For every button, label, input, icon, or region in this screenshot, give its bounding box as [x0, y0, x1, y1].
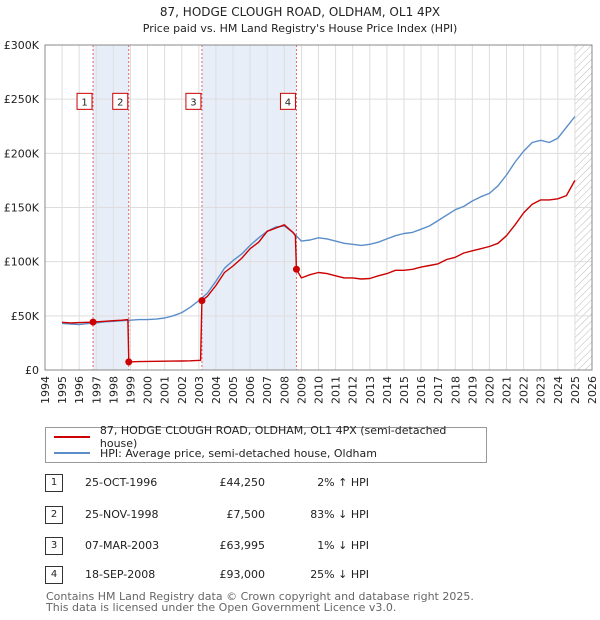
x-tick-label: 2001: [159, 376, 172, 404]
sale-number-badge: 3: [45, 537, 63, 555]
x-tick-label: 2026: [586, 376, 599, 404]
x-tick-label: 1998: [107, 376, 120, 404]
sale-row: 1 25-OCT-1996 £44,250 2% ↑ HPI: [45, 474, 405, 492]
x-tick-label: 2012: [347, 376, 360, 404]
legend-label-hpi: HPI: Average price, semi-detached house,…: [100, 446, 377, 460]
x-tick-label: 2013: [364, 376, 377, 404]
x-tick-label: 2014: [381, 376, 394, 404]
x-tick-label: 2007: [261, 376, 274, 404]
footer-line-copyright: Contains HM Land Registry data © Crown c…: [46, 590, 474, 603]
chart-plot: £0 £50K £100K £150K £200K £250K £300K 1994 1995 1…: [4, 39, 599, 404]
x-tick-label: 1999: [124, 376, 137, 404]
x-tick-label: 2010: [313, 376, 326, 404]
sale-point: [198, 297, 206, 305]
sale-marker-box: [112, 92, 129, 110]
x-tick-label: 2016: [415, 376, 428, 404]
sale-price: £93,000: [219, 568, 266, 581]
sale-marker-label: 2: [117, 97, 123, 108]
sale-marker-box: [185, 92, 202, 110]
y-tick-label: £300K: [4, 39, 40, 52]
sale-marker-label: 4: [285, 97, 291, 108]
sale-marker-label: 1: [81, 97, 87, 108]
sale-number-badge: 2: [45, 506, 63, 524]
chart-title: 87, HODGE CLOUGH ROAD, OLDHAM, OL1 4PX: [160, 5, 440, 19]
footer-attribution: Contains HM Land Registry data © Crown c…: [46, 591, 474, 613]
sale-row: 4 18-SEP-2008 £93,000 25% ↓ HPI: [45, 566, 405, 584]
sale-point: [292, 265, 300, 273]
x-tick-label: 2023: [535, 376, 548, 404]
x-tick-label: 2019: [466, 376, 479, 404]
legend-item-hpi: HPI: Average price, semi-detached house,…: [54, 445, 377, 461]
x-tick-label: 2009: [295, 376, 308, 404]
x-tick-label: 2005: [227, 376, 240, 404]
legend-swatch-property: [54, 436, 90, 438]
x-tick-label: 2020: [483, 376, 496, 404]
series-line-hpi: [62, 116, 576, 326]
x-tick-label: 2024: [552, 376, 565, 404]
sale-point: [125, 358, 133, 366]
sale-date: 25-OCT-1996: [85, 476, 158, 489]
chart-legend: 87, HODGE CLOUGH ROAD, OLDHAM, OL1 4PX (…: [45, 424, 487, 463]
sale-price: £63,995: [219, 539, 266, 552]
x-tick-label: 1996: [73, 376, 86, 404]
sale-row: 2 25-NOV-1998 £7,500 83% ↓ HPI: [45, 506, 405, 524]
sale-marker-label: 3: [190, 97, 196, 108]
sale-date: 07-MAR-2003: [85, 539, 160, 552]
x-tick-label: 2025: [569, 376, 582, 404]
chart-subtitle: Price paid vs. HM Land Registry's House …: [143, 22, 458, 35]
legend-swatch-hpi: [54, 452, 90, 454]
sale-hpi-change: 2% ↑ HPI: [317, 476, 369, 489]
footer-line-licence: This data is licensed under the Open Gov…: [46, 601, 397, 614]
price-chart: 87, HODGE CLOUGH ROAD, OLDHAM, OL1 4PX P…: [4, 5, 599, 404]
x-tick-label: 2011: [330, 376, 343, 404]
sale-marker-box: [279, 92, 296, 110]
x-tick-label: 2017: [432, 376, 445, 404]
sale-price: £44,250: [219, 476, 266, 489]
x-tick-label: 2004: [210, 376, 223, 404]
x-tick-label: 2018: [449, 376, 462, 404]
x-tick-label: 2015: [398, 376, 411, 404]
sale-hpi-change: 83% ↓ HPI: [310, 508, 369, 521]
sale-price: £7,500: [226, 508, 266, 521]
sale-row: 3 07-MAR-2003 £63,995 1% ↓ HPI: [45, 537, 405, 555]
y-tick-label: £100K: [4, 256, 40, 269]
x-tick-label: 1994: [39, 376, 52, 404]
sale-number-badge: 1: [45, 474, 63, 492]
y-tick-label: £50K: [11, 310, 40, 323]
y-tick-label: £150K: [4, 202, 40, 215]
x-tick-label: 2008: [278, 376, 291, 404]
legend-item-property: 87, HODGE CLOUGH ROAD, OLDHAM, OL1 4PX (…: [54, 424, 486, 450]
x-tick-label: 2002: [176, 376, 189, 404]
y-tick-label: £200K: [4, 147, 40, 160]
legend-label-property: 87, HODGE CLOUGH ROAD, OLDHAM, OL1 4PX (…: [99, 424, 447, 450]
sale-marker-box: [76, 92, 93, 110]
x-tick-label: 1997: [90, 376, 103, 404]
sale-point: [89, 318, 97, 326]
sale-date: 18-SEP-2008: [85, 568, 156, 581]
x-tick-label: 2003: [193, 376, 206, 404]
x-tick-label: 2006: [244, 376, 257, 404]
sale-date: 25-NOV-1998: [85, 508, 159, 521]
x-tick-label: 2022: [518, 376, 531, 404]
sale-hpi-change: 1% ↓ HPI: [317, 539, 369, 552]
x-tick-label: 2021: [501, 376, 514, 404]
plot-frame: [44, 44, 593, 371]
x-tick-label: 2000: [142, 376, 155, 404]
sale-number-badge: 4: [45, 566, 63, 584]
y-tick-label: £0: [25, 364, 39, 377]
x-tick-label: 1995: [56, 376, 69, 404]
sale-hpi-change: 25% ↓ HPI: [310, 568, 369, 581]
series-line-property: [62, 180, 576, 363]
y-tick-label: £250K: [4, 93, 40, 106]
